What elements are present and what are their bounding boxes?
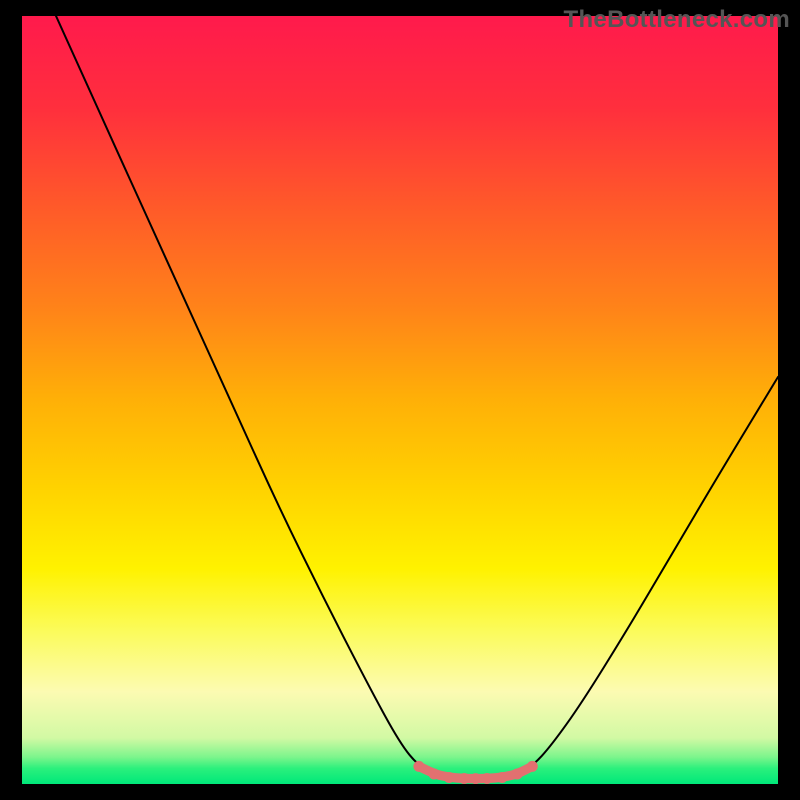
trough-marker-point xyxy=(470,773,481,784)
bottleneck-chart xyxy=(0,0,800,800)
trough-marker-point xyxy=(481,773,492,784)
trough-marker-point xyxy=(512,769,523,780)
trough-marker-point xyxy=(444,772,455,783)
chart-frame: TheBottleneck.com xyxy=(0,0,800,800)
trough-marker-point xyxy=(527,761,538,772)
trough-marker-point xyxy=(413,761,424,772)
trough-marker-point xyxy=(497,772,508,783)
trough-marker-point xyxy=(459,773,470,784)
watermark-text: TheBottleneck.com xyxy=(564,6,790,34)
trough-marker-point xyxy=(429,769,440,780)
gradient-background xyxy=(22,16,778,784)
